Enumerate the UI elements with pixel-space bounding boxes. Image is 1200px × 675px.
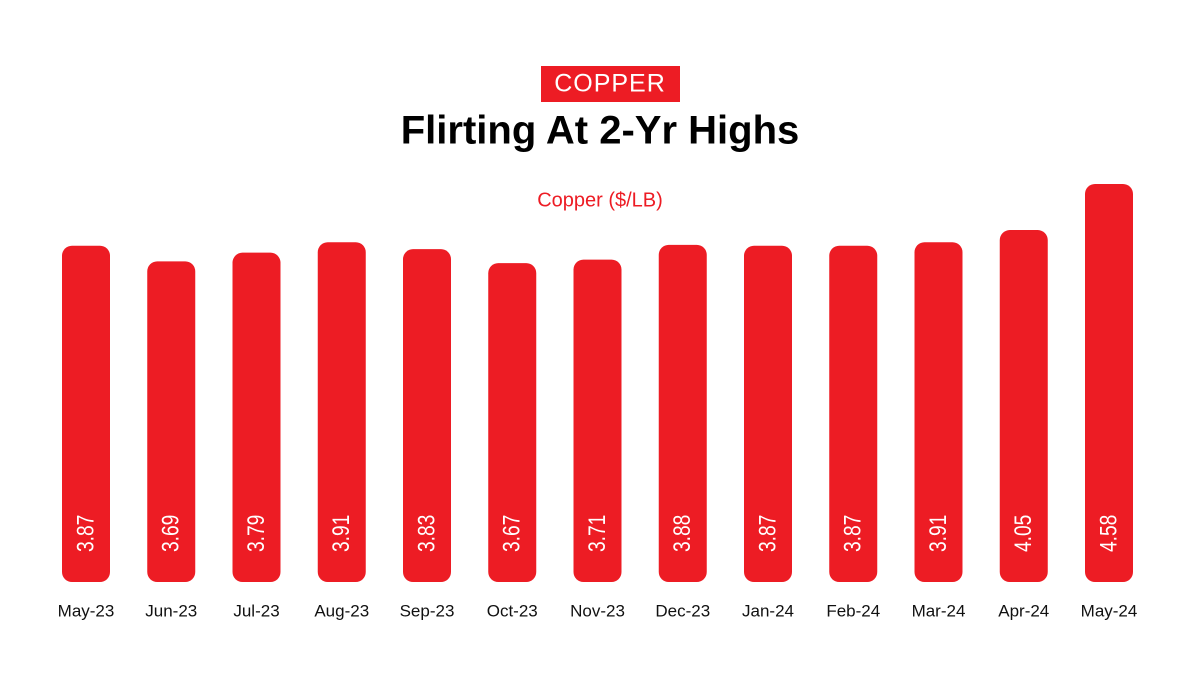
value-label: 4.58 xyxy=(1094,515,1122,552)
x-tick-label: Oct-23 xyxy=(487,601,538,620)
value-label: 3.87 xyxy=(753,515,781,552)
x-tick-label: May-24 xyxy=(1081,601,1138,620)
bar xyxy=(317,242,366,582)
series-name: Copper ($/LB) xyxy=(537,189,663,211)
value-label: 3.88 xyxy=(668,515,696,552)
value-label: 3.71 xyxy=(583,515,611,552)
value-label: 3.91 xyxy=(924,515,952,552)
bar xyxy=(914,242,963,582)
x-tick-label: Apr-24 xyxy=(998,601,1049,620)
bar xyxy=(829,245,878,582)
value-label: 3.67 xyxy=(497,515,525,552)
x-tick-label: Mar-24 xyxy=(912,601,966,620)
bar xyxy=(232,252,281,583)
kicker-badge xyxy=(541,66,680,102)
kicker: COPPER xyxy=(554,70,666,98)
bar xyxy=(573,259,622,582)
value-label: 3.87 xyxy=(838,515,866,552)
value-label: 3.83 xyxy=(412,515,440,552)
bar xyxy=(147,261,196,582)
x-tick-label: Jun-23 xyxy=(145,601,197,620)
x-tick-label: Jul-23 xyxy=(233,601,279,620)
x-tick-label: Aug-23 xyxy=(314,601,369,620)
x-tick-label: Nov-23 xyxy=(570,601,625,620)
value-label: 3.69 xyxy=(156,515,184,552)
x-tick-label: Sep-23 xyxy=(400,601,455,620)
x-tick-label: Jan-24 xyxy=(742,601,794,620)
value-label: 3.79 xyxy=(242,515,270,552)
x-tick-label: Dec-23 xyxy=(655,601,710,620)
bar xyxy=(62,245,110,582)
bar xyxy=(744,245,792,582)
value-label: 4.05 xyxy=(1009,515,1037,552)
x-tick-label: Feb-24 xyxy=(826,601,880,620)
bar xyxy=(488,263,537,582)
bar xyxy=(999,230,1048,582)
value-label: 3.91 xyxy=(327,515,355,552)
x-tick-label: May-23 xyxy=(58,601,115,620)
chart-title: Flirting At 2-Yr Highs xyxy=(401,109,800,153)
bar xyxy=(1085,183,1133,583)
value-label: 3.87 xyxy=(71,515,99,552)
bar xyxy=(403,249,451,582)
bar xyxy=(658,244,707,582)
